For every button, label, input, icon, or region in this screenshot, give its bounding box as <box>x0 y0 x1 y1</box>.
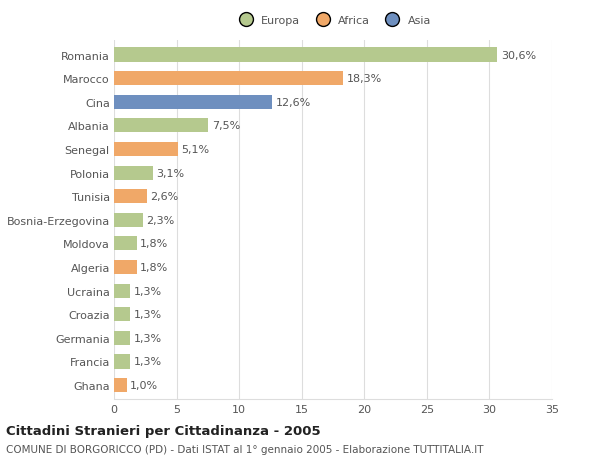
Text: 1,0%: 1,0% <box>130 380 158 390</box>
Text: 30,6%: 30,6% <box>500 50 536 61</box>
Text: 3,1%: 3,1% <box>157 168 185 178</box>
Text: 1,3%: 1,3% <box>134 333 162 343</box>
Bar <box>114 190 146 204</box>
Text: 2,6%: 2,6% <box>150 192 179 202</box>
Bar <box>114 331 130 345</box>
Bar <box>114 213 143 227</box>
Bar <box>114 119 208 133</box>
Text: 7,5%: 7,5% <box>212 121 240 131</box>
Bar <box>114 378 127 392</box>
Text: COMUNE DI BORGORICCO (PD) - Dati ISTAT al 1° gennaio 2005 - Elaborazione TUTTITA: COMUNE DI BORGORICCO (PD) - Dati ISTAT a… <box>6 444 484 454</box>
Text: 1,3%: 1,3% <box>134 309 162 319</box>
Text: 1,3%: 1,3% <box>134 357 162 367</box>
Bar <box>114 72 343 86</box>
Bar <box>114 166 153 180</box>
Bar <box>114 284 130 298</box>
Bar <box>114 237 137 251</box>
Bar <box>114 48 497 62</box>
Text: 5,1%: 5,1% <box>182 145 210 155</box>
Legend: Europa, Africa, Asia: Europa, Africa, Asia <box>230 11 436 30</box>
Bar <box>114 260 137 274</box>
Text: 1,8%: 1,8% <box>140 263 169 273</box>
Text: 18,3%: 18,3% <box>347 74 382 84</box>
Text: 1,8%: 1,8% <box>140 239 169 249</box>
Text: 1,3%: 1,3% <box>134 286 162 296</box>
Text: 2,3%: 2,3% <box>146 215 175 225</box>
Text: Cittadini Stranieri per Cittadinanza - 2005: Cittadini Stranieri per Cittadinanza - 2… <box>6 425 320 437</box>
Bar <box>114 95 272 110</box>
Bar <box>114 354 130 369</box>
Bar <box>114 143 178 157</box>
Bar <box>114 308 130 322</box>
Text: 12,6%: 12,6% <box>275 98 311 107</box>
